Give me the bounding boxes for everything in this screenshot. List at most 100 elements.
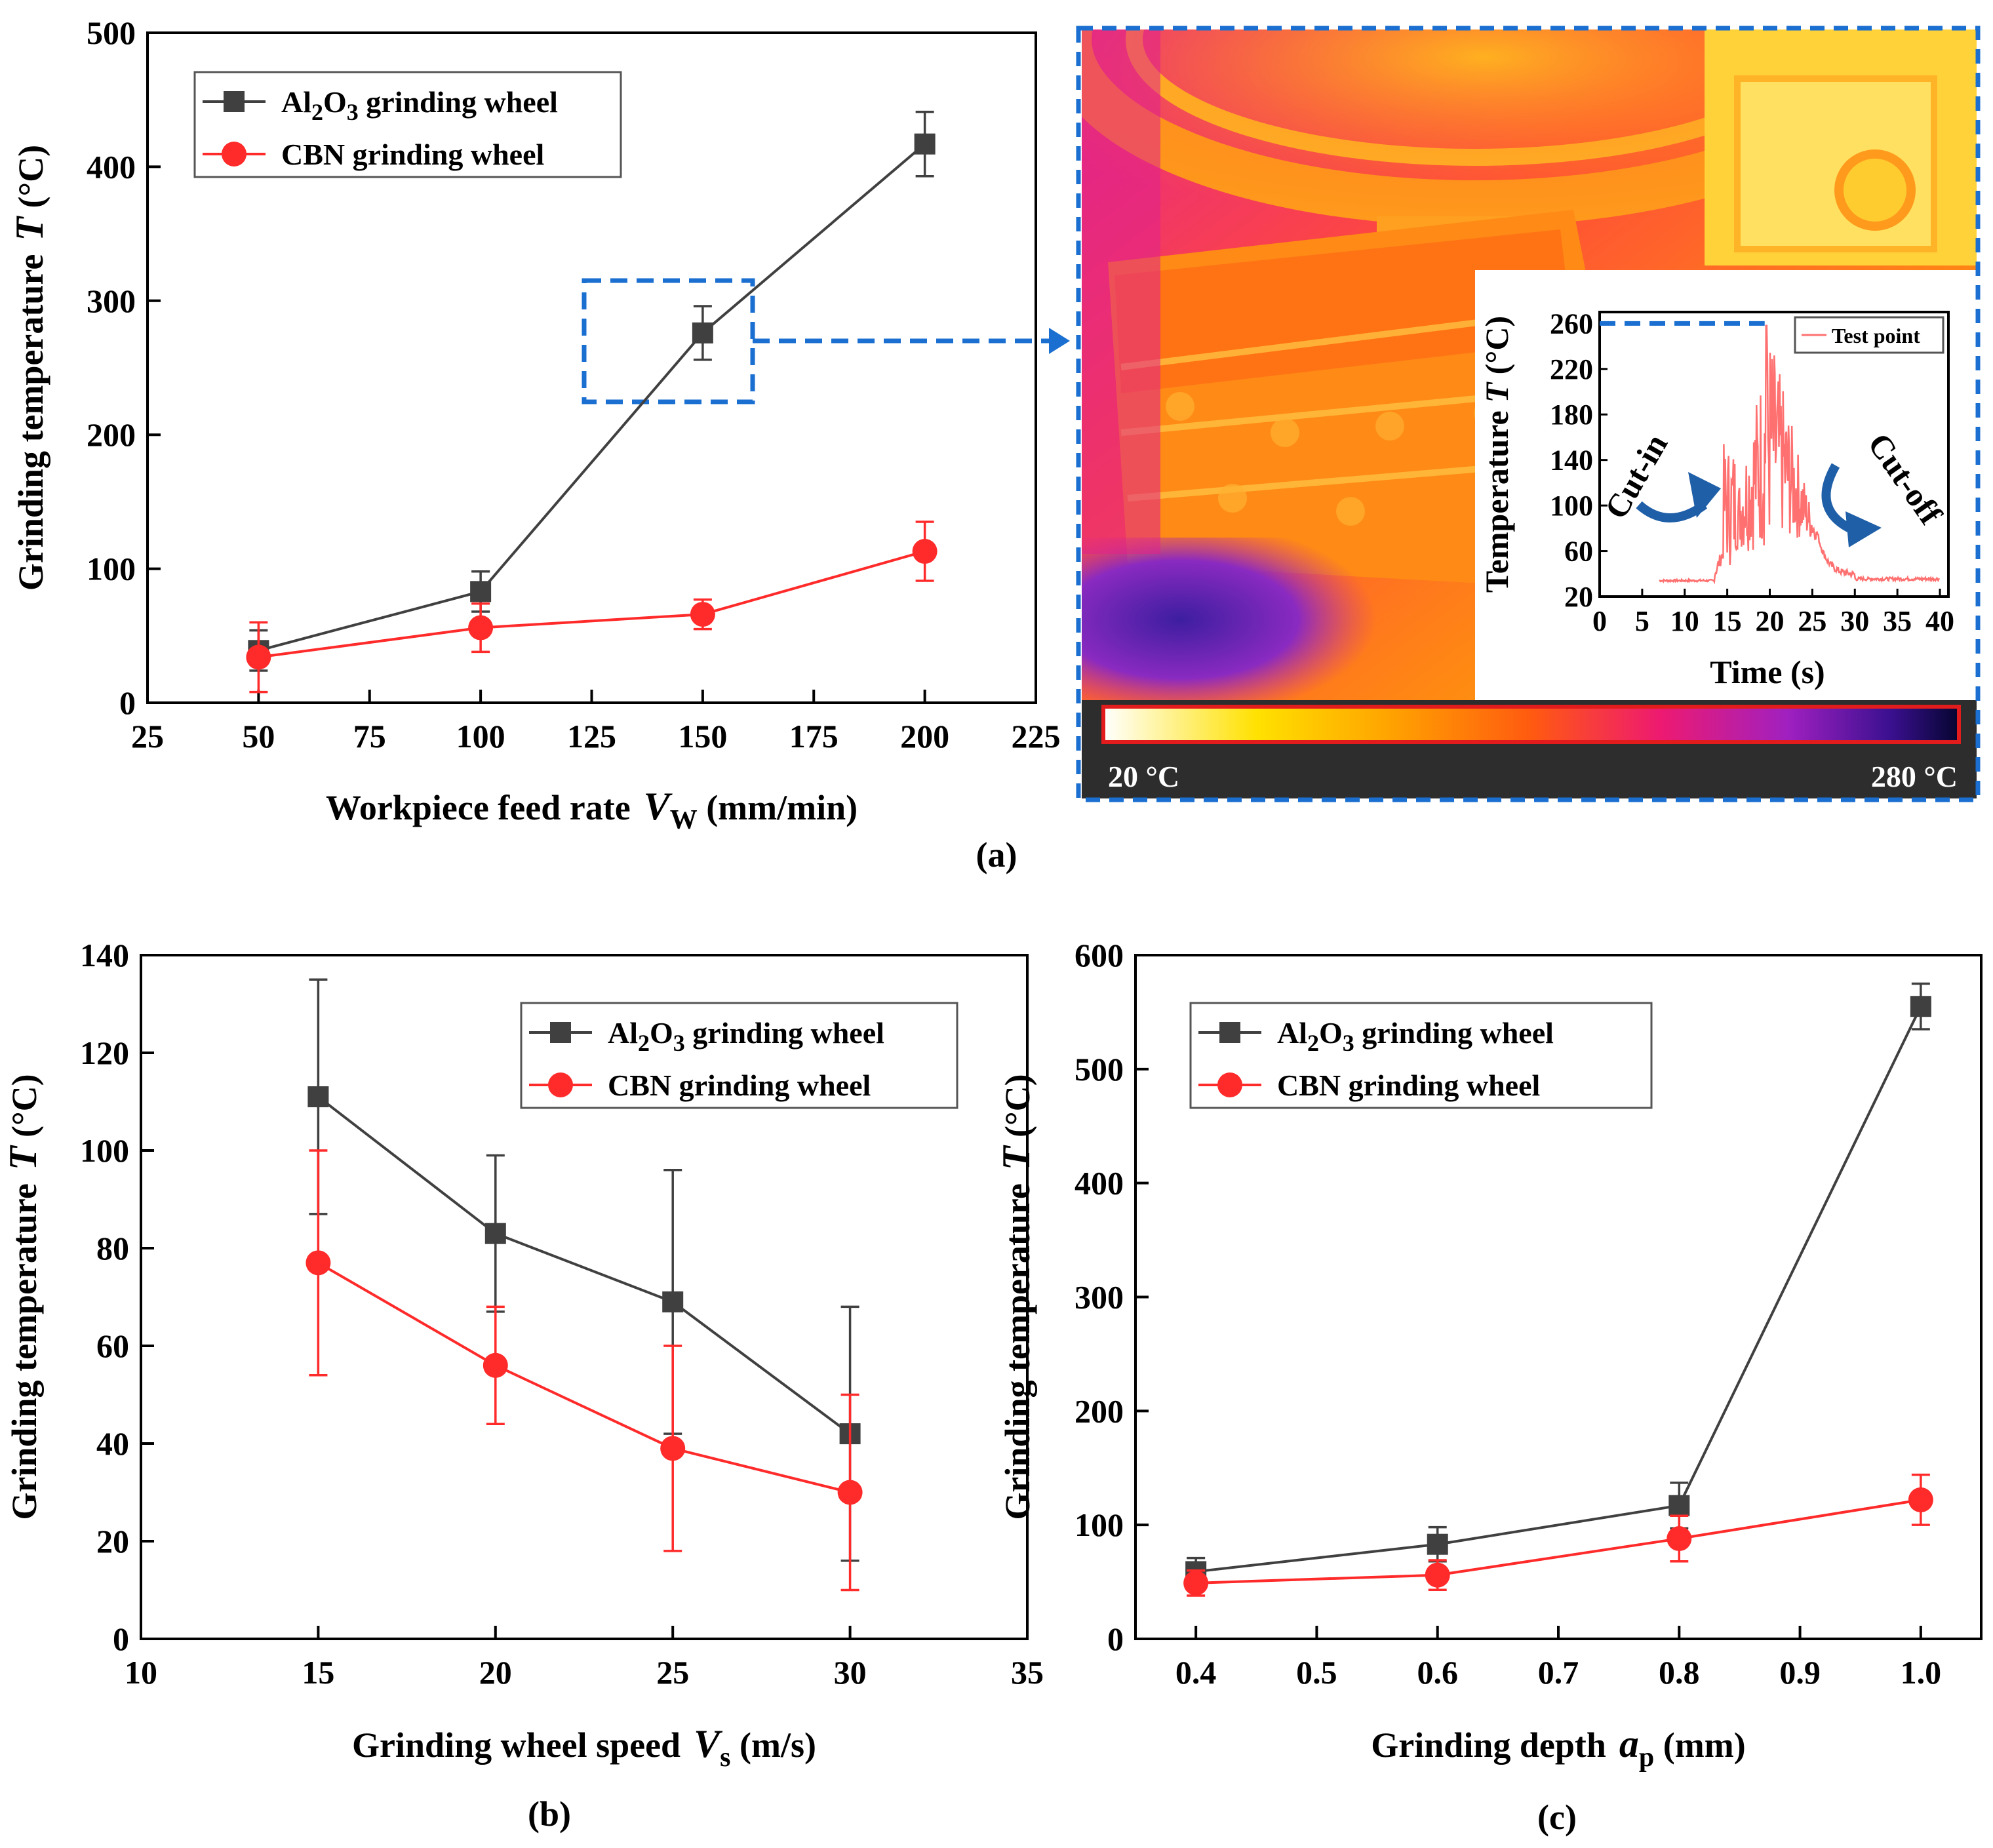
legend-label-b: Al2O3 grinding wheel — [608, 1016, 884, 1056]
cut-off-arrowhead — [1845, 511, 1882, 547]
data-point-c — [1910, 996, 1931, 1017]
data-point-a — [468, 615, 494, 640]
data-point-a — [470, 581, 492, 602]
data-point-b — [484, 1223, 506, 1244]
data-point-b — [307, 1086, 329, 1108]
plot-area-a — [246, 110, 937, 694]
cut-off-arrow — [1821, 463, 1857, 536]
y-tick-label-a: 0 — [119, 684, 136, 721]
x-tick-label-a: 125 — [567, 718, 616, 755]
y-tick-label-c: 0 — [1107, 1621, 1124, 1657]
x-axis-label-b: Grinding wheel speed Vs (m/s) — [352, 1722, 816, 1773]
y-tick-label-c: 500 — [1075, 1051, 1124, 1088]
y-tick-label-a: 500 — [87, 14, 136, 51]
inset-y-tick-label: 260 — [1550, 307, 1593, 340]
inset-legend-label: Test point — [1832, 324, 1920, 347]
legend-label-b: CBN grinding wheel — [608, 1069, 871, 1102]
plot-area-b — [306, 978, 863, 1592]
panel-label-b: (b) — [528, 1794, 571, 1834]
x-tick-label-a: 50 — [242, 718, 275, 755]
zoom-arrowhead — [1049, 328, 1070, 354]
y-tick-label-b: 140 — [80, 937, 129, 973]
data-point-a — [690, 602, 715, 627]
y-axis-label-b: Grinding temperatureT (°C) — [1, 1074, 45, 1520]
inset-y-tick-label: 60 — [1564, 536, 1593, 568]
panel-b: 0 20 40 60 80 100 120 140 10 15 20 25 30 35 Grinding w… — [1, 937, 1044, 1773]
data-point-b — [306, 1250, 331, 1276]
x-tick-label-a: 25 — [131, 718, 164, 755]
inset-chart: 20 60 100 140 180 220 260 0 5 10 15 20 25 30 35 40 Tes… — [1478, 307, 1954, 690]
legend-label-c: CBN grinding wheel — [1277, 1069, 1540, 1102]
series-line-c-0 — [1195, 1006, 1922, 1573]
data-point-c — [1183, 1570, 1209, 1596]
inset-legend — [1794, 316, 1944, 354]
legend-marker-a — [224, 91, 245, 112]
data-point-b — [660, 1436, 686, 1461]
inset-x-ticks: 0 5 10 15 20 25 30 35 40 — [1592, 589, 1954, 637]
legend-box-b — [520, 1002, 958, 1109]
y-tick-label-b: 60 — [96, 1327, 129, 1364]
plot-frame-b — [140, 954, 1029, 1640]
zoom-callout — [582, 278, 1070, 404]
legend-b: Al2O3 grinding wheel CBN grinding wheel — [520, 1002, 958, 1109]
legend-label-c: Al2O3 grinding wheel — [1277, 1016, 1554, 1056]
x-tick-label-c: 0.6 — [1417, 1654, 1458, 1691]
data-point-c — [1425, 1562, 1450, 1588]
x-tick-label-c: 0.7 — [1538, 1654, 1579, 1691]
x-axis-label-a: Workpiece feed rate VW (mm/min) — [326, 785, 858, 835]
inset-series-line-test-point — [1659, 324, 1940, 585]
inset-x-tick-label: 35 — [1883, 605, 1912, 637]
legend-c: Al2O3 grinding wheel CBN grinding wheel — [1189, 1002, 1653, 1109]
colorbar-max-label: 280 °C — [1871, 760, 1958, 793]
legend-marker-c — [1217, 1072, 1242, 1097]
x-tick-label-c: 0.5 — [1296, 1654, 1337, 1691]
y-axis-label-c: Grinding temperatureT (°C) — [995, 1074, 1038, 1520]
y-tick-label-c: 400 — [1075, 1165, 1124, 1202]
inset-x-tick-label: 10 — [1670, 605, 1699, 637]
x-tick-label-b: 20 — [479, 1654, 512, 1691]
inset-y-tick-label: 20 — [1564, 581, 1593, 613]
x-tick-label-a: 150 — [678, 718, 727, 755]
y-tick-label-b: 80 — [96, 1230, 129, 1267]
data-point-a — [912, 539, 937, 564]
panel-c: 0 100 200 300 400 500 600 0.4 0.5 0.6 0.7 0.8 0.9 1.0… — [995, 937, 1983, 1773]
y-tick-label-c: 100 — [1075, 1506, 1124, 1543]
legend-box-a — [193, 71, 622, 178]
inset-y-axis-label: TemperatureT (°C) — [1478, 316, 1515, 593]
x-tick-label-b: 15 — [302, 1654, 334, 1691]
x-tick-label-a: 175 — [789, 718, 839, 755]
x-tick-label-c: 0.4 — [1175, 1654, 1217, 1691]
data-point-a — [914, 133, 936, 155]
legend-label-a: CBN grinding wheel — [281, 138, 544, 171]
data-point-b — [483, 1352, 508, 1378]
legend-label-a: Al2O3 grinding wheel — [281, 85, 558, 125]
inset-y-tick-label: 140 — [1550, 444, 1593, 477]
series-line-b-0 — [317, 1095, 851, 1435]
y-tick-label-c: 600 — [1075, 937, 1124, 973]
inset-x-tick-label: 30 — [1840, 605, 1869, 637]
data-point-c — [1668, 1495, 1690, 1516]
y-tick-label-b: 40 — [96, 1425, 129, 1462]
series-line-b-1 — [317, 1261, 851, 1494]
y-tick-label-b: 20 — [96, 1523, 129, 1560]
series-line-a-1 — [258, 550, 926, 659]
y-tick-label-c: 200 — [1075, 1392, 1124, 1429]
legend-marker-b — [548, 1072, 573, 1097]
inset-x-axis-label: Time (s) — [1710, 654, 1825, 690]
panel-label-a: (a) — [976, 835, 1017, 875]
inset-x-tick-label: 15 — [1713, 605, 1742, 637]
x-tick-label-c: 0.9 — [1779, 1654, 1821, 1691]
legend-marker-b — [550, 1022, 571, 1043]
data-point-b — [662, 1291, 684, 1312]
x-tick-label-a: 225 — [1012, 718, 1061, 755]
x-tick-label-a: 75 — [353, 718, 386, 755]
cut-in-arrowhead — [1688, 472, 1721, 518]
y-tick-label-a: 400 — [87, 148, 136, 185]
data-point-b — [837, 1480, 863, 1505]
series-line-a-0 — [258, 143, 926, 652]
plot-area-c — [1183, 982, 1933, 1597]
x-tick-label-b: 25 — [656, 1654, 689, 1691]
y-tick-label-a: 100 — [87, 551, 136, 587]
series-line-c-1 — [1196, 1498, 1922, 1584]
